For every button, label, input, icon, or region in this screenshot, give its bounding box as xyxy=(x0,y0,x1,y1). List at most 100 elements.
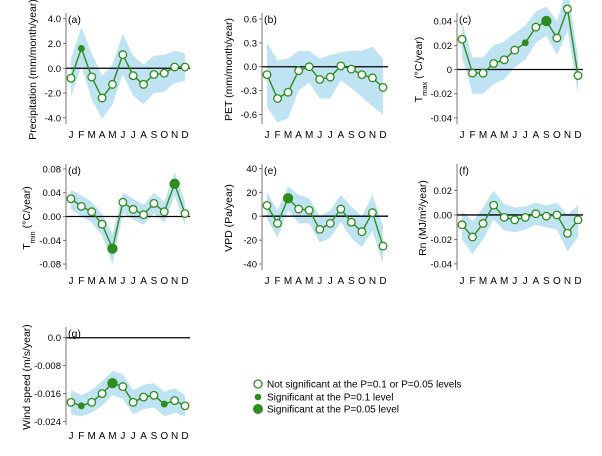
x-tick-label: A xyxy=(337,276,344,287)
x-tick-label: F xyxy=(274,130,280,141)
data-point xyxy=(531,209,541,219)
data-point xyxy=(378,241,388,251)
data-point xyxy=(346,64,356,74)
legend-label-sig-01: Significant at the P=0.1 level xyxy=(267,393,393,404)
x-tick-label: F xyxy=(78,130,84,141)
data-point xyxy=(139,392,148,402)
x-tick-label: N xyxy=(369,130,376,141)
x-tick-label: M xyxy=(108,431,116,442)
y-tick-label: -20 xyxy=(243,236,257,247)
x-tick-label: A xyxy=(140,276,147,287)
x-tick-label: J xyxy=(131,276,136,287)
data-point xyxy=(169,178,180,189)
data-point xyxy=(128,397,138,407)
y-tick-label: 20 xyxy=(246,188,257,199)
x-tick-label: S xyxy=(348,130,355,141)
data-point xyxy=(336,61,346,71)
data-point xyxy=(294,204,304,214)
y-tick-label: -2.0 xyxy=(45,89,61,100)
x-tick-label: A xyxy=(140,431,147,442)
data-point xyxy=(478,68,488,78)
data-point xyxy=(66,194,76,204)
y-axis-label: PET (mm/month/year) xyxy=(223,18,235,121)
x-tick-label: N xyxy=(171,431,178,442)
legend-label-sig-005: Significant at the P=0.05 level xyxy=(267,405,399,416)
x-tick-label: A xyxy=(532,130,539,141)
y-tick-label: -4.0 xyxy=(45,113,61,124)
data-point xyxy=(357,70,367,80)
data-point xyxy=(325,72,335,82)
x-tick-label: J xyxy=(317,130,322,141)
data-point xyxy=(520,212,530,222)
x-tick-label: O xyxy=(160,431,168,442)
data-point xyxy=(304,205,314,215)
x-tick-label: J xyxy=(512,276,517,287)
x-tick-label: A xyxy=(532,276,539,287)
panel-d: 0.080.040.00-0.04-0.08J F M A M J J A S O N D(d)Tmi… xyxy=(21,164,190,287)
x-tick-label: N xyxy=(564,276,571,287)
x-tick-label: J xyxy=(69,276,74,287)
x-tick-label: A xyxy=(99,130,106,141)
data-point xyxy=(315,74,325,84)
y-tick-label: 0.02 xyxy=(434,41,453,52)
x-tick-label: J xyxy=(265,276,270,287)
x-tick-label: S xyxy=(348,276,355,287)
legend-marker-not-significant xyxy=(253,379,263,389)
data-point xyxy=(282,193,294,204)
x-tick-label: J xyxy=(328,130,333,141)
x-tick-label: D xyxy=(379,276,386,287)
y-tick-label: 0.0 xyxy=(48,64,61,75)
data-point xyxy=(573,71,583,81)
y-tick-label: 0.0 xyxy=(244,62,257,73)
data-point xyxy=(118,382,128,392)
panel-label: (g) xyxy=(68,328,81,340)
data-point xyxy=(563,4,572,14)
data-point xyxy=(66,73,76,83)
data-point xyxy=(489,58,499,68)
x-tick-label: M xyxy=(284,130,292,141)
y-tick-label: -0.008 xyxy=(34,361,61,372)
y-tick-label: 0.3 xyxy=(244,38,257,49)
y-tick-label: -0.024 xyxy=(34,417,61,428)
x-tick-label: O xyxy=(358,276,366,287)
data-point xyxy=(294,66,304,76)
data-point xyxy=(499,55,509,65)
x-tick-label: J xyxy=(523,276,528,287)
x-tick-label: O xyxy=(160,130,168,141)
data-point xyxy=(159,207,169,217)
x-tick-label: M xyxy=(284,276,292,287)
x-tick-label: O xyxy=(358,130,366,141)
x-tick-label: J xyxy=(131,130,136,141)
x-tick-label: N xyxy=(564,130,571,141)
x-tick-label: N xyxy=(171,276,178,287)
x-tick-label: A xyxy=(99,276,106,287)
data-point xyxy=(149,390,159,400)
data-point xyxy=(262,200,272,210)
x-tick-label: A xyxy=(99,431,106,442)
data-point xyxy=(573,215,583,225)
data-point xyxy=(149,198,159,208)
data-point xyxy=(87,72,97,82)
y-tick-label: -0.04 xyxy=(430,113,452,124)
y-tick-label: 0.04 xyxy=(43,188,62,199)
data-point xyxy=(66,397,76,407)
data-point xyxy=(97,93,107,103)
y-tick-label: -40 xyxy=(243,260,257,271)
x-tick-label: J xyxy=(328,276,333,287)
x-tick-label: J xyxy=(120,276,125,287)
data-point xyxy=(315,224,325,234)
x-tick-label: O xyxy=(553,130,561,141)
data-point xyxy=(262,70,272,80)
x-tick-label: M xyxy=(500,130,508,141)
x-tick-label: F xyxy=(78,431,84,442)
data-point xyxy=(128,204,138,214)
x-tick-label: F xyxy=(469,130,475,141)
x-tick-label: J xyxy=(512,130,517,141)
y-tick-label: -0.02 xyxy=(430,235,452,246)
y-tick-label: -0.08 xyxy=(39,260,61,271)
x-tick-label: J xyxy=(120,130,125,141)
data-point xyxy=(346,217,356,227)
x-tick-label: F xyxy=(469,276,475,287)
y-tick-label: 0.08 xyxy=(43,164,62,175)
